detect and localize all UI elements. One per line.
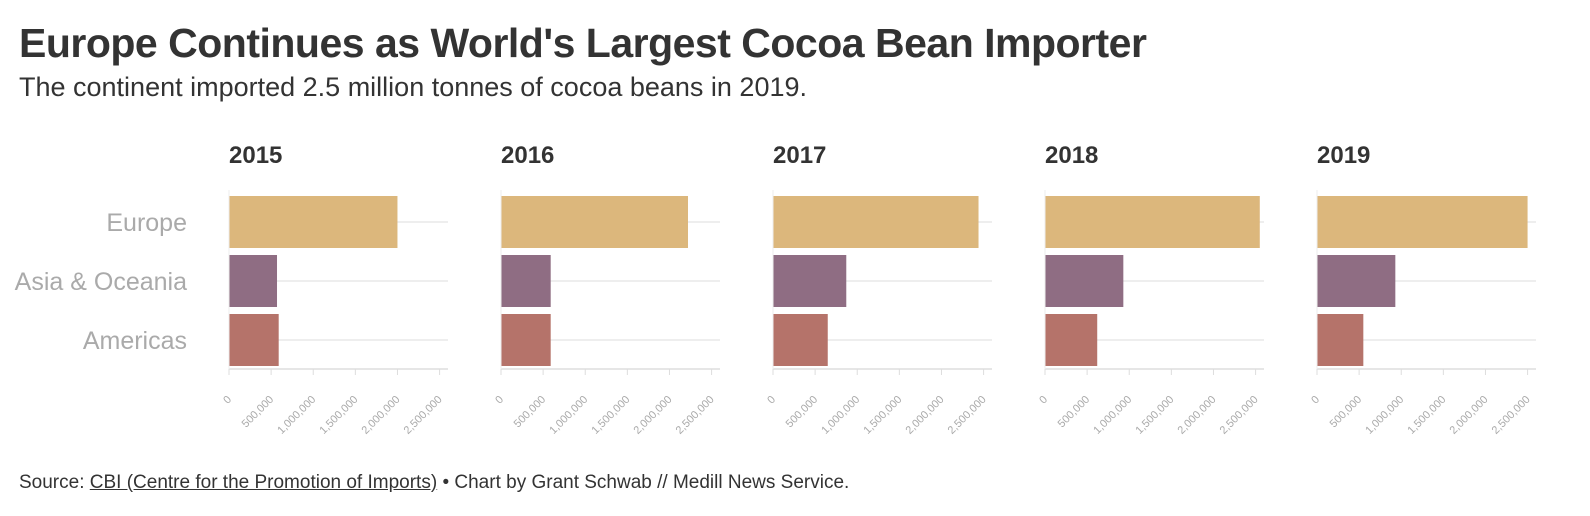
x-tick-label: 1,500,000 bbox=[1133, 394, 1176, 437]
x-tick-label: 2,000,000 bbox=[903, 394, 946, 437]
source-link[interactable]: CBI (Centre for the Promotion of Imports… bbox=[89, 472, 438, 493]
x-tick-label: 2,500,000 bbox=[674, 394, 717, 437]
x-tick-label: 0 bbox=[221, 394, 234, 407]
x-tick-label: 2,000,000 bbox=[1175, 394, 1218, 437]
x-tick-label: 500,000 bbox=[240, 394, 277, 431]
small-multiples-chart: Europe Asia & Oceania Americas 2015 0 500,000… bbox=[15, 142, 1536, 437]
bar-americas bbox=[1045, 314, 1098, 366]
bar-asia-oceania bbox=[229, 255, 278, 307]
bar-europe bbox=[1045, 196, 1260, 248]
x-tick-label: 0 bbox=[1309, 394, 1322, 407]
x-tick-label: 2,000,000 bbox=[359, 394, 402, 437]
panel-title: 2017 bbox=[773, 142, 826, 169]
x-tick-label: 2,000,000 bbox=[631, 394, 674, 437]
chart-subtitle: The continent imported 2.5 million tonne… bbox=[19, 72, 807, 102]
bar-europe bbox=[773, 196, 979, 248]
chart-credit: • Chart by Grant Schwab // Medill News S… bbox=[437, 472, 850, 493]
x-tick-label: 2,500,000 bbox=[402, 394, 445, 437]
x-tick-label: 0 bbox=[1037, 394, 1050, 407]
panel-title: 2015 bbox=[229, 142, 282, 169]
bar-americas bbox=[501, 314, 551, 366]
x-tick-label: 1,000,000 bbox=[547, 394, 590, 437]
panel-title: 2018 bbox=[1045, 142, 1098, 169]
chart-title: Europe Continues as World's Largest Coco… bbox=[19, 20, 1147, 66]
source-footer: Source: CBI (Centre for the Promotion of… bbox=[19, 472, 849, 494]
panel-2017: 2017 0 500,000 1,000,000 1,500,000 2,000,000 2… bbox=[765, 142, 992, 437]
category-label: Americas bbox=[83, 327, 187, 355]
x-tick-label: 0 bbox=[493, 394, 506, 407]
x-tick-label: 1,000,000 bbox=[275, 394, 318, 437]
x-tick-label: 1,500,000 bbox=[589, 394, 632, 437]
bar-americas bbox=[229, 314, 279, 366]
x-tick-label: 2,500,000 bbox=[1218, 394, 1261, 437]
panel-2019: 2019 0 500,000 1,000,000 1,500,000 2,000,000 2… bbox=[1309, 142, 1536, 437]
bar-americas bbox=[773, 314, 828, 366]
x-tick-label: 0 bbox=[765, 394, 778, 407]
x-tick-label: 1,000,000 bbox=[1363, 394, 1406, 437]
x-tick-label: 500,000 bbox=[512, 394, 549, 431]
bar-europe bbox=[229, 196, 398, 248]
bar-europe bbox=[1317, 196, 1528, 248]
x-tick-label: 2,500,000 bbox=[946, 394, 989, 437]
x-tick-label: 1,500,000 bbox=[317, 394, 360, 437]
x-tick-label: 2,000,000 bbox=[1447, 394, 1490, 437]
category-label: Asia & Oceania bbox=[15, 268, 187, 296]
category-label: Europe bbox=[106, 209, 187, 237]
x-tick-label: 500,000 bbox=[784, 394, 821, 431]
bar-asia-oceania bbox=[1045, 255, 1124, 307]
bar-asia-oceania bbox=[773, 255, 847, 307]
x-tick-label: 1,500,000 bbox=[861, 394, 904, 437]
bar-americas bbox=[1317, 314, 1364, 366]
x-tick-label: 500,000 bbox=[1328, 394, 1365, 431]
x-tick-label: 2,500,000 bbox=[1490, 394, 1533, 437]
x-tick-label: 1,000,000 bbox=[1091, 394, 1134, 437]
panel-2016: 2016 0 500,000 1,000,000 1,500,000 2,000,000 2… bbox=[493, 142, 720, 437]
x-tick-label: 500,000 bbox=[1056, 394, 1093, 431]
panel-2018: 2018 0 500,000 1,000,000 1,500,000 2,000,000 2… bbox=[1037, 142, 1264, 437]
panel-title: 2016 bbox=[501, 142, 554, 169]
x-tick-label: 1,500,000 bbox=[1405, 394, 1448, 437]
bar-asia-oceania bbox=[1317, 255, 1396, 307]
bar-europe bbox=[501, 196, 688, 248]
source-prefix: Source: bbox=[19, 472, 90, 493]
x-tick-label: 1,000,000 bbox=[819, 394, 862, 437]
bar-asia-oceania bbox=[501, 255, 551, 307]
panel-2015: 2015 0 500,000 1,000,000 1,500,000 2,000,000 2… bbox=[221, 142, 448, 437]
panel-title: 2019 bbox=[1317, 142, 1370, 169]
